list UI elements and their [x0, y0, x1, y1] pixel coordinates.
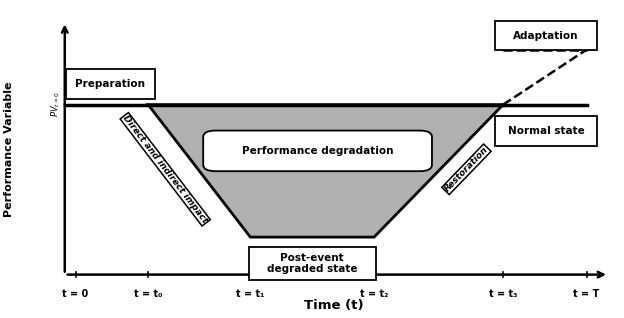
Text: t = 0: t = 0 [62, 289, 89, 299]
Text: Time (t): Time (t) [304, 299, 364, 312]
Text: Normal state: Normal state [508, 126, 585, 136]
Polygon shape [148, 105, 503, 237]
Text: t = T: t = T [573, 289, 600, 299]
Text: Restoration: Restoration [443, 145, 490, 194]
FancyBboxPatch shape [203, 131, 432, 171]
Text: t = t₁: t = t₁ [236, 289, 265, 299]
FancyBboxPatch shape [66, 70, 155, 99]
FancyBboxPatch shape [495, 21, 597, 51]
Text: t = t₀: t = t₀ [134, 289, 162, 299]
Text: Direct and indirect impact: Direct and indirect impact [121, 114, 209, 225]
Text: Adaptation: Adaptation [514, 31, 579, 41]
Text: $PV_{t=0}$: $PV_{t=0}$ [49, 92, 62, 117]
Text: t = t₂: t = t₂ [360, 289, 388, 299]
FancyBboxPatch shape [249, 247, 376, 280]
Text: Performance Variable: Performance Variable [4, 82, 14, 218]
FancyBboxPatch shape [495, 116, 597, 146]
Text: Performance degradation: Performance degradation [242, 146, 393, 156]
Text: Preparation: Preparation [76, 79, 145, 89]
Text: t = t₃: t = t₃ [489, 289, 517, 299]
Text: Post-event
degraded state: Post-event degraded state [267, 253, 358, 274]
